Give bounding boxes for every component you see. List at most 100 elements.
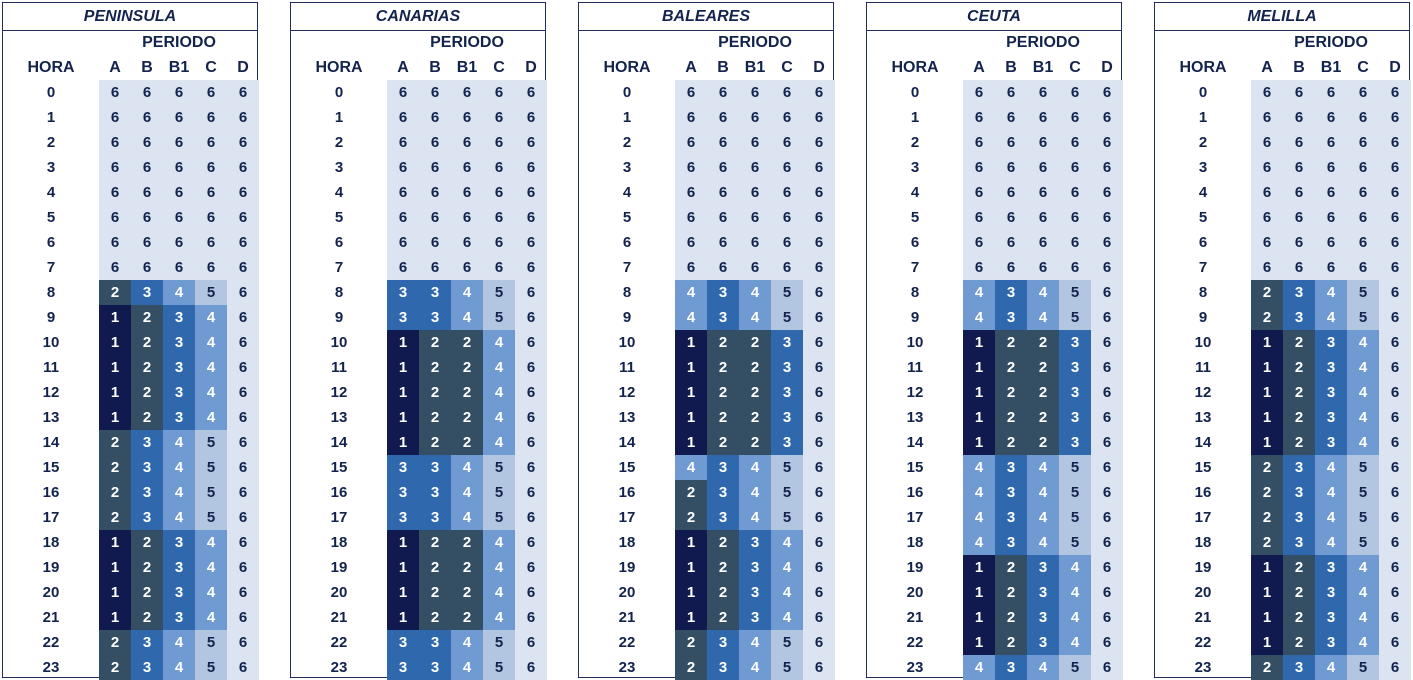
period-cell: 3 <box>163 555 195 580</box>
period-cell: 3 <box>739 605 771 630</box>
period-cell: 1 <box>963 380 995 405</box>
period-cell: 1 <box>387 355 419 380</box>
period-cell: 2 <box>1251 455 1283 480</box>
period-cell: 6 <box>1315 180 1347 205</box>
period-cell: 4 <box>1027 505 1059 530</box>
period-cell: 6 <box>163 80 195 105</box>
period-cell: 6 <box>1251 230 1283 255</box>
period-cell: 6 <box>227 630 259 655</box>
period-cell: 4 <box>739 480 771 505</box>
period-cell: 1 <box>99 405 131 430</box>
hour-label: 1 <box>334 109 344 126</box>
table-row: 16 3 3 4 5 6 <box>291 480 547 505</box>
hour-label: 2 <box>622 134 632 151</box>
period-cell: 6 <box>1251 105 1283 130</box>
hour-label: 22 <box>42 634 60 651</box>
period-cell: 2 <box>707 330 739 355</box>
period-cell: 1 <box>387 580 419 605</box>
period-cell: 1 <box>99 555 131 580</box>
period-cell: 4 <box>675 280 707 305</box>
period-cell: 6 <box>195 255 227 280</box>
region-table-baleares: BALEARES PERIODO HORA A B B1 C D 0 6 6 6 6 6 1 6 6 6 6 6 2 6 6… <box>578 2 835 680</box>
period-cell: 3 <box>419 655 451 680</box>
period-cell: 1 <box>963 355 995 380</box>
period-cell: 6 <box>131 180 163 205</box>
table-row: 10 1 2 3 4 6 <box>3 330 259 355</box>
period-cell: 4 <box>483 555 515 580</box>
hour-label: 14 <box>42 434 60 451</box>
period-cell: 2 <box>1251 530 1283 555</box>
period-cell: 6 <box>227 555 259 580</box>
period-cell: 4 <box>1347 580 1379 605</box>
period-cell: 6 <box>131 230 163 255</box>
period-cell: 4 <box>483 530 515 555</box>
table-row: 22 2 3 4 5 6 <box>3 630 259 655</box>
period-cell: 3 <box>1027 580 1059 605</box>
period-cell: 6 <box>195 105 227 130</box>
period-cell: 6 <box>227 155 259 180</box>
table-row: 13 1 2 3 4 6 <box>1155 405 1411 430</box>
period-cell: 6 <box>995 205 1027 230</box>
hour-label: 20 <box>906 584 924 601</box>
period-cell: 3 <box>131 630 163 655</box>
hour-label: 14 <box>618 434 636 451</box>
period-cell: 4 <box>1059 555 1091 580</box>
period-cell: 6 <box>163 155 195 180</box>
hour-label: 7 <box>1198 259 1208 276</box>
period-cell: 2 <box>131 305 163 330</box>
period-cell: 1 <box>675 605 707 630</box>
table-row: 13 1 2 2 4 6 <box>291 405 547 430</box>
period-cell: 2 <box>707 605 739 630</box>
table-row: 18 2 3 4 5 6 <box>1155 530 1411 555</box>
period-cell: 2 <box>1251 280 1283 305</box>
period-cell: 6 <box>1379 405 1411 430</box>
period-cell: 6 <box>1379 630 1411 655</box>
period-cell: 2 <box>131 555 163 580</box>
period-cell: 2 <box>995 355 1027 380</box>
table-row: 18 1 2 3 4 6 <box>579 530 835 555</box>
period-cell: 6 <box>1091 355 1123 380</box>
period-cell: 6 <box>707 105 739 130</box>
period-cell: 6 <box>1347 180 1379 205</box>
period-cell: 2 <box>995 330 1027 355</box>
table-row: 11 1 2 2 3 6 <box>867 355 1123 380</box>
period-cell: 4 <box>1347 630 1379 655</box>
period-cell: 6 <box>1379 205 1411 230</box>
table-row: 23 3 3 4 5 6 <box>291 655 547 680</box>
period-cell: 6 <box>1283 205 1315 230</box>
period-cell: 6 <box>515 180 547 205</box>
period-cell: 6 <box>227 355 259 380</box>
period-cell: 6 <box>1251 130 1283 155</box>
period-cell: 6 <box>995 130 1027 155</box>
table-row: 19 1 2 3 4 6 <box>1155 555 1411 580</box>
period-cell: 2 <box>739 405 771 430</box>
hour-label: 8 <box>1198 284 1208 301</box>
hour-label: 11 <box>331 359 347 376</box>
period-cell: 6 <box>1379 280 1411 305</box>
period-cell: 6 <box>803 405 835 430</box>
period-header-c: C <box>781 59 793 76</box>
period-cell: 6 <box>771 80 803 105</box>
region-title: MELILLA <box>1247 8 1317 25</box>
period-cell: 2 <box>1027 380 1059 405</box>
period-cell: 6 <box>995 230 1027 255</box>
period-cell: 3 <box>387 630 419 655</box>
period-cell: 6 <box>707 155 739 180</box>
period-cell: 6 <box>963 155 995 180</box>
hour-label: 7 <box>910 259 920 276</box>
period-cell: 4 <box>739 630 771 655</box>
period-cell: 1 <box>963 330 995 355</box>
period-cell: 1 <box>99 355 131 380</box>
period-cell: 6 <box>1091 130 1123 155</box>
hour-label: 10 <box>906 334 924 351</box>
period-cell: 6 <box>803 555 835 580</box>
period-cell: 2 <box>707 355 739 380</box>
hour-label: 9 <box>334 309 344 326</box>
period-cell: 6 <box>675 205 707 230</box>
hour-label: 1 <box>910 109 920 126</box>
period-cell: 2 <box>707 580 739 605</box>
